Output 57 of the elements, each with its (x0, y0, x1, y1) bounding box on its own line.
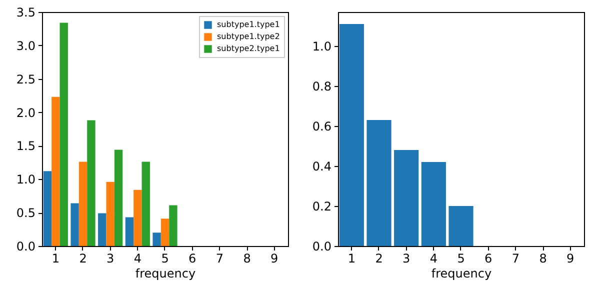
x-tick-label: 2 (79, 252, 87, 266)
bar (125, 217, 134, 246)
bar (52, 96, 60, 246)
legend-label: subtype2.type1 (217, 44, 280, 53)
y-tick-label: 3.0 (16, 38, 36, 53)
y-tick-label: 2.5 (16, 72, 36, 86)
legend-label: subtype1.type1 (217, 20, 280, 29)
x-tick-label: 7 (216, 252, 224, 266)
y-tick-label: 0.0 (16, 240, 36, 254)
x-tick-label: 9 (566, 252, 574, 266)
x-tick-label: 5 (457, 252, 465, 266)
bar (106, 182, 114, 246)
x-tick-label: 8 (539, 252, 547, 266)
bar (70, 203, 79, 246)
bar (421, 162, 446, 246)
y-tick-label: 0.4 (312, 160, 332, 174)
bar (142, 162, 150, 246)
x-axis-title: frequency (135, 266, 196, 280)
y-tick-label: 0.8 (312, 80, 332, 94)
x-axis-title: frequency (431, 266, 492, 280)
y-tick-label: 0.0 (312, 240, 332, 254)
x-tick-label: 7 (512, 252, 520, 266)
x-tick-label: 4 (430, 252, 438, 266)
x-tick-label: 8 (243, 252, 251, 266)
y-tick-label: 2.0 (16, 106, 36, 120)
y-tick-label: 1.0 (312, 40, 332, 54)
bar (169, 205, 178, 246)
y-tick-label: 3.5 (16, 6, 36, 20)
bar (394, 150, 419, 246)
x-tick-label: 4 (134, 252, 142, 266)
bar (60, 22, 68, 246)
bar (366, 120, 392, 246)
y-tick-label: 0.2 (312, 200, 332, 214)
y-tick-label: 0.6 (312, 120, 332, 134)
x-tick-label: 1 (52, 252, 60, 266)
bar (78, 162, 88, 246)
bar (448, 206, 474, 246)
x-tick-label: 5 (161, 252, 169, 266)
bar (339, 24, 364, 246)
bar (134, 190, 142, 246)
x-tick-label: 3 (106, 252, 114, 266)
bar (87, 120, 96, 246)
bar (160, 218, 170, 246)
x-tick-label: 2 (375, 252, 383, 266)
x-tick-label: 9 (270, 252, 278, 266)
legend-label: subtype1.type2 (217, 32, 280, 41)
bar (152, 232, 161, 246)
x-tick-label: 1 (348, 252, 356, 266)
x-tick-label: 6 (188, 252, 196, 266)
y-tick-label: 0.5 (16, 206, 36, 220)
x-tick-label: 6 (484, 252, 492, 266)
bar (43, 171, 52, 246)
x-tick-label: 3 (402, 252, 410, 266)
bar (98, 213, 106, 246)
bar (114, 150, 123, 246)
y-tick-label: 1.0 (16, 172, 36, 187)
y-tick-label: 1.5 (16, 139, 36, 154)
